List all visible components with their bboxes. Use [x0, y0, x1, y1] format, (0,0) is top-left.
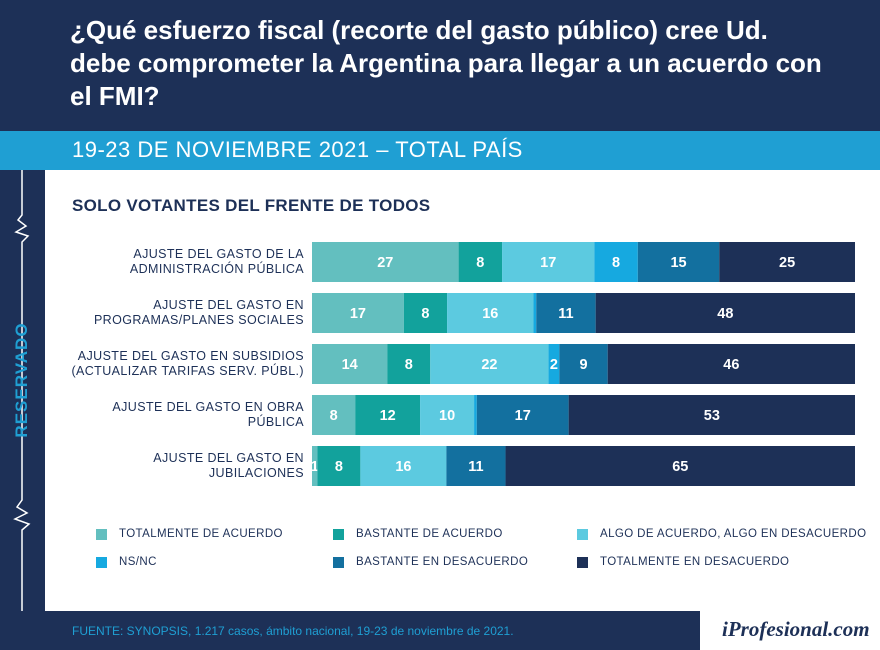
category-label: AJUSTE DEL GASTO EN	[153, 451, 304, 465]
bar-segment	[312, 446, 318, 486]
data-label: 8	[330, 408, 338, 424]
footer: FUENTE: SYNOPSIS, 1.217 casos, ámbito na…	[0, 611, 880, 650]
bar-segment	[458, 242, 503, 282]
data-label: 16	[482, 306, 498, 322]
bar-segment	[430, 344, 549, 384]
bar-segment	[317, 446, 361, 486]
data-label: 8	[335, 459, 343, 475]
data-label: 65	[672, 459, 688, 475]
legend-item: TOTALMENTE DE ACUERDO	[96, 528, 283, 540]
legend-swatch	[333, 556, 344, 568]
bar-segment	[360, 446, 447, 486]
data-label: 1	[311, 459, 319, 475]
bar-segment	[719, 242, 855, 282]
legend-swatch	[577, 528, 588, 540]
bar-segment	[476, 395, 569, 435]
bar-segment	[446, 446, 506, 486]
legend-label: TOTALMENTE EN DESACUERDO	[600, 556, 790, 568]
bar-segment	[403, 293, 448, 333]
bar-segment	[474, 395, 477, 435]
bar-segment	[312, 293, 404, 333]
data-label: 16	[395, 459, 411, 475]
data-label: 2	[550, 357, 558, 373]
data-label: 12	[380, 408, 396, 424]
data-label: 8	[476, 255, 484, 271]
bar-segment	[312, 242, 459, 282]
chart-subheading: SOLO VOTANTES DEL FRENTE DE TODOS	[72, 196, 431, 215]
bar-segment	[548, 344, 560, 384]
data-label: 8	[612, 255, 620, 271]
legend-item: NS/NC	[96, 556, 157, 568]
bar-segment	[533, 293, 537, 333]
category-label: AJUSTE DEL GASTO EN	[153, 298, 304, 312]
category-label: AJUSTE DEL GASTO EN OBRA	[112, 400, 304, 414]
legend-item: ALGO DE ACUERDO, ALGO EN DESACUERDO	[577, 528, 866, 540]
source-note: FUENTE: SYNOPSIS, 1.217 casos, ámbito na…	[72, 624, 514, 638]
category-label: PÚBLICA	[248, 414, 305, 429]
bar-segment	[420, 395, 475, 435]
brand-logo-text: iProfesional.com	[722, 617, 870, 641]
legend-item: BASTANTE DE ACUERDO	[333, 528, 503, 540]
bar-segment	[355, 395, 421, 435]
bar-segment	[447, 293, 534, 333]
data-label: 8	[405, 357, 413, 373]
subtitle-bar: 19-23 DE NOVIEMBRE 2021 – TOTAL PAÍS	[0, 131, 880, 170]
legend-label: BASTANTE EN DESACUERDO	[356, 556, 529, 568]
category-label: AJUSTE DEL GASTO DE LA	[133, 247, 304, 261]
legend-label: TOTALMENTE DE ACUERDO	[119, 528, 283, 540]
category-label: (ACTUALIZAR TARIFAS SERV. PÚBL.)	[71, 363, 304, 378]
data-label: 9	[579, 357, 587, 373]
legend-label: ALGO DE ACUERDO, ALGO EN DESACUERDO	[600, 528, 867, 540]
data-label: 27	[377, 255, 393, 271]
bar-segment	[594, 242, 638, 282]
bar-segment	[559, 344, 608, 384]
bar-segment	[312, 344, 388, 384]
category-label: PROGRAMAS/PLANES SOCIALES	[94, 313, 304, 327]
date-subtitle: 19-23 DE NOVIEMBRE 2021 – TOTAL PAÍS	[72, 137, 523, 162]
legend-item: TOTALMENTE EN DESACUERDO	[577, 556, 789, 568]
legend-label: BASTANTE DE ACUERDO	[356, 528, 503, 540]
data-label: 25	[779, 255, 795, 271]
data-label: 53	[704, 408, 720, 424]
bar-segment	[568, 395, 855, 435]
bar-segment	[312, 395, 356, 435]
chart-title: ¿Qué esfuerzo fiscal (recorte del gasto …	[70, 15, 822, 111]
bar-segment	[607, 344, 855, 384]
data-label: 11	[558, 306, 573, 322]
legend-item: BASTANTE EN DESACUERDO	[333, 556, 528, 568]
data-label: 22	[481, 357, 497, 373]
category-label: JUBILACIONES	[209, 466, 304, 480]
data-label: 11	[468, 459, 483, 475]
sidebar	[0, 170, 45, 611]
legend-swatch	[333, 528, 344, 540]
bar-segment	[637, 242, 720, 282]
data-label: 17	[540, 255, 556, 271]
legend-swatch	[96, 528, 107, 540]
data-label: 17	[515, 408, 531, 424]
bar-segment	[595, 293, 855, 333]
bar-segment	[536, 293, 596, 333]
data-label: 17	[350, 306, 366, 322]
seismograph-decoration	[13, 170, 31, 611]
brand-logo: iProfesional.com	[700, 611, 880, 650]
legend-label: NS/NC	[119, 556, 157, 568]
data-label: 48	[717, 306, 733, 322]
data-label: 10	[439, 408, 455, 424]
data-label: 8	[421, 306, 429, 322]
data-label: 15	[670, 255, 686, 271]
bar-segment	[505, 446, 855, 486]
category-label: ADMINISTRACIÓN PÚBLICA	[130, 261, 304, 276]
bar-segment	[387, 344, 431, 384]
header: ¿Qué esfuerzo fiscal (recorte del gasto …	[0, 0, 880, 131]
category-label: AJUSTE DEL GASTO EN SUBSIDIOS	[78, 349, 304, 363]
legend-swatch	[577, 556, 588, 568]
bar-segment	[502, 242, 595, 282]
data-label: 14	[342, 357, 358, 373]
legend-swatch	[96, 556, 107, 568]
data-label: 46	[723, 357, 739, 373]
